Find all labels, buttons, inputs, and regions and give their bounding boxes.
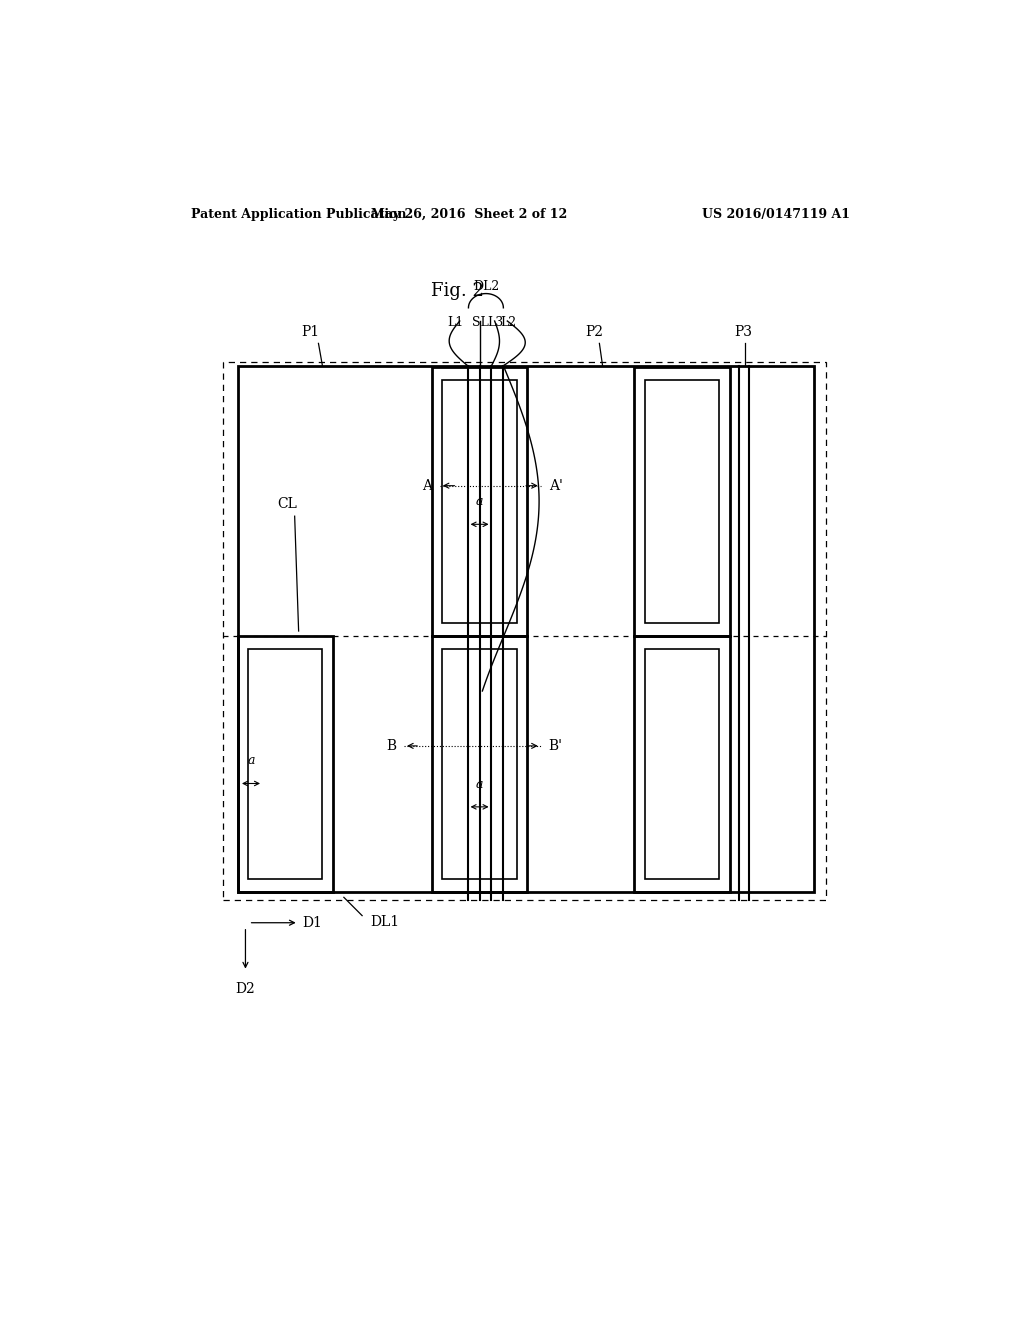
Text: SL: SL	[472, 317, 488, 329]
Text: a: a	[476, 777, 483, 791]
Bar	[432, 636, 527, 892]
Text: L2: L2	[500, 317, 516, 329]
Bar	[634, 367, 729, 636]
Text: P3: P3	[734, 325, 752, 339]
Text: P1: P1	[301, 325, 319, 339]
Bar	[238, 366, 814, 892]
Text: P2: P2	[586, 325, 603, 339]
Text: Fig. 2: Fig. 2	[431, 281, 483, 300]
Text: B: B	[386, 739, 396, 752]
Text: May 26, 2016  Sheet 2 of 12: May 26, 2016 Sheet 2 of 12	[371, 207, 567, 220]
Bar	[634, 636, 729, 892]
Text: L3: L3	[487, 317, 504, 329]
Text: A: A	[422, 479, 432, 492]
Bar	[442, 380, 517, 623]
Text: A': A'	[549, 479, 562, 492]
Bar	[442, 649, 517, 879]
Text: L1: L1	[447, 317, 464, 329]
Text: D1: D1	[303, 916, 323, 929]
Text: D2: D2	[236, 982, 255, 995]
Text: DL1: DL1	[370, 915, 399, 929]
Text: DL2: DL2	[473, 280, 499, 293]
Text: a: a	[247, 754, 255, 767]
Text: a: a	[476, 495, 483, 508]
Bar	[223, 362, 826, 900]
Text: US 2016/0147119 A1: US 2016/0147119 A1	[702, 207, 850, 220]
Bar	[238, 636, 333, 892]
Text: Patent Application Publication: Patent Application Publication	[191, 207, 407, 220]
Text: CL: CL	[276, 496, 297, 511]
Bar	[248, 649, 323, 879]
Bar	[432, 367, 527, 636]
Bar	[645, 380, 719, 623]
Text: B': B'	[549, 739, 562, 752]
Bar	[645, 649, 719, 879]
